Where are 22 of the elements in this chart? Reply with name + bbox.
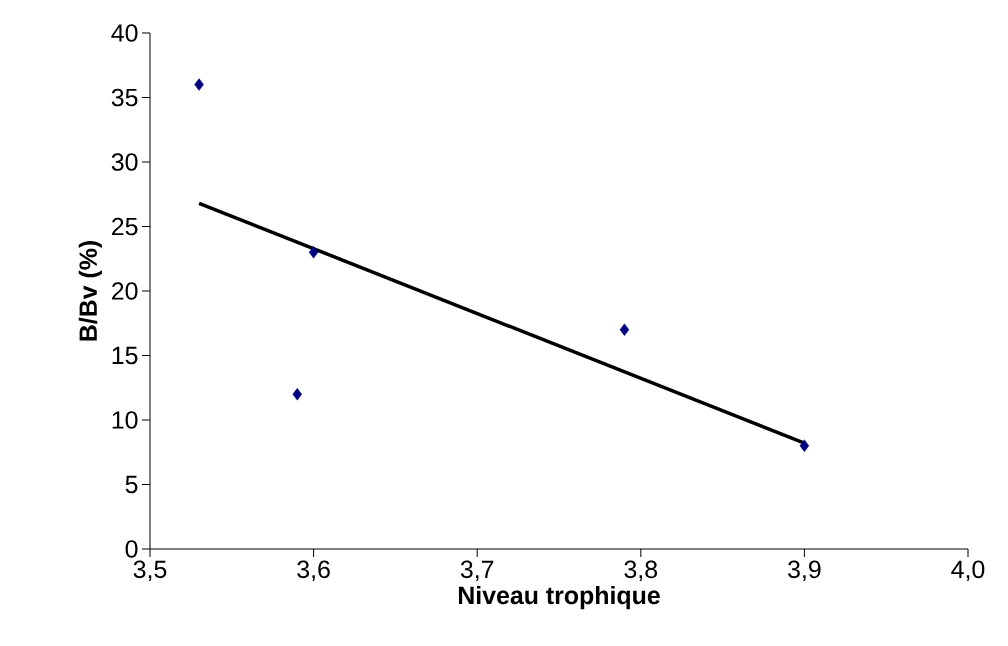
y-tick-label: 35	[111, 88, 138, 107]
y-tick-label: 15	[112, 346, 138, 365]
point	[308, 246, 319, 259]
point	[292, 388, 302, 401]
y-tick-label: 5	[125, 475, 138, 494]
point	[619, 323, 630, 336]
x-tick-label: 3,7	[460, 560, 494, 582]
y-axis-title: B/Bv (%)	[78, 241, 102, 341]
x-tick-label: 3,6	[297, 560, 330, 582]
y-tick-label: 20	[112, 282, 138, 300]
y-tick-label: 10	[112, 411, 138, 429]
y-tick-label: 25	[112, 217, 138, 236]
x-tick-label: 3,5	[133, 560, 167, 582]
x-tick-label: 4,0	[951, 560, 985, 582]
y-tick-label: 0	[125, 540, 138, 558]
y-tick-label: 40	[111, 24, 138, 42]
x-axis-title: Niveau trophique	[458, 585, 660, 610]
point	[194, 78, 204, 91]
point	[799, 439, 810, 452]
y-tick-label: 30	[111, 153, 138, 171]
x-tick-label: 3,8	[624, 560, 658, 582]
x-tick-label: 3,9	[788, 560, 821, 582]
